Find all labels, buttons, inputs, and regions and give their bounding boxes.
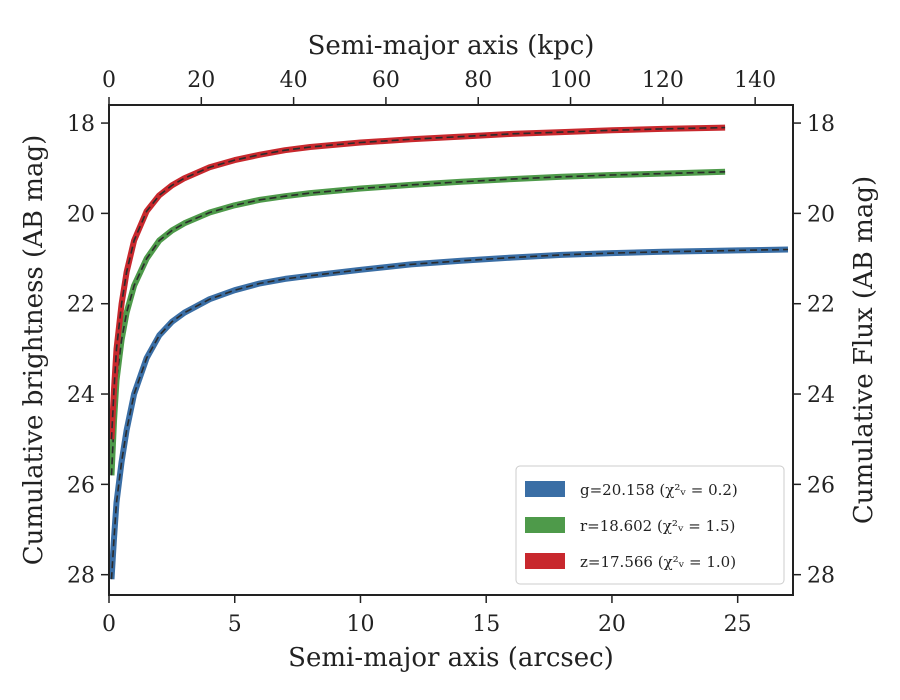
y-right-tick-label: 20 bbox=[807, 202, 835, 227]
axis-ticks: 0 5 10 15 20 25 0 20 40 60 80 100 120 140 18 18 20 20 22 22… bbox=[67, 68, 835, 637]
x-top-tick-label: 120 bbox=[642, 68, 684, 93]
y-right-tick-label: 26 bbox=[807, 473, 835, 498]
legend-swatch-r bbox=[525, 517, 565, 533]
y-right-tick-label: 22 bbox=[807, 293, 835, 318]
series-model-line-z bbox=[110, 126, 726, 440]
legend-frame bbox=[515, 465, 785, 585]
y-tick-label: 24 bbox=[67, 383, 95, 408]
x-tick-label: 25 bbox=[724, 612, 752, 637]
x-tick-label: 5 bbox=[228, 612, 242, 637]
x-axis-title: Semi-major axis (arcsec) bbox=[288, 643, 614, 673]
y-tick-label: 20 bbox=[67, 202, 95, 227]
legend-label-z: z=17.566 (χ²ᵥ = 1.0) bbox=[580, 553, 736, 571]
x-top-tick-label: 80 bbox=[464, 68, 492, 93]
x-top-tick-label: 40 bbox=[280, 68, 308, 93]
legend-label-g: g=20.158 (χ²ᵥ = 0.2) bbox=[580, 481, 738, 499]
legend: g=20.158 (χ²ᵥ = 0.2) r=18.602 (χ²ᵥ = 1.5… bbox=[515, 465, 785, 585]
legend-entry-r: r=18.602 (χ²ᵥ = 1.5) bbox=[525, 517, 735, 535]
y-right-tick-label: 18 bbox=[807, 112, 835, 137]
x-tick-label: 0 bbox=[102, 612, 116, 637]
legend-label-r: r=18.602 (χ²ᵥ = 1.5) bbox=[580, 517, 735, 535]
y-tick-label: 18 bbox=[67, 112, 95, 137]
y-right-tick-label: 24 bbox=[807, 383, 835, 408]
x-top-axis-title: Semi-major axis (kpc) bbox=[308, 31, 595, 61]
x-tick-label: 20 bbox=[598, 612, 626, 637]
legend-swatch-g bbox=[525, 481, 565, 497]
x-top-tick-label: 60 bbox=[372, 68, 400, 93]
series-curves bbox=[108, 124, 789, 580]
y-right-tick-label: 28 bbox=[807, 564, 835, 589]
x-top-tick-label: 100 bbox=[550, 68, 592, 93]
y-tick-label: 26 bbox=[67, 473, 95, 498]
y-tick-label: 28 bbox=[67, 564, 95, 589]
legend-swatch-z bbox=[525, 553, 565, 569]
plot-frame bbox=[108, 104, 794, 596]
legend-entry-g: g=20.158 (χ²ᵥ = 0.2) bbox=[525, 481, 738, 499]
y-right-axis-title: Cumulative Flux (AB mag) bbox=[849, 176, 879, 524]
x-tick-label: 10 bbox=[346, 612, 374, 637]
y-axis-title: Cumulative brightness (AB mag) bbox=[19, 135, 49, 566]
legend-entry-z: z=17.566 (χ²ᵥ = 1.0) bbox=[525, 553, 736, 571]
series-model-line-g bbox=[110, 248, 789, 580]
y-tick-label: 22 bbox=[67, 293, 95, 318]
x-top-tick-label: 0 bbox=[102, 68, 116, 93]
series-model-line-r bbox=[110, 171, 726, 476]
x-tick-label: 15 bbox=[472, 612, 500, 637]
x-top-tick-label: 20 bbox=[187, 68, 215, 93]
series-band-r bbox=[108, 168, 726, 476]
x-top-tick-label: 140 bbox=[734, 68, 776, 93]
